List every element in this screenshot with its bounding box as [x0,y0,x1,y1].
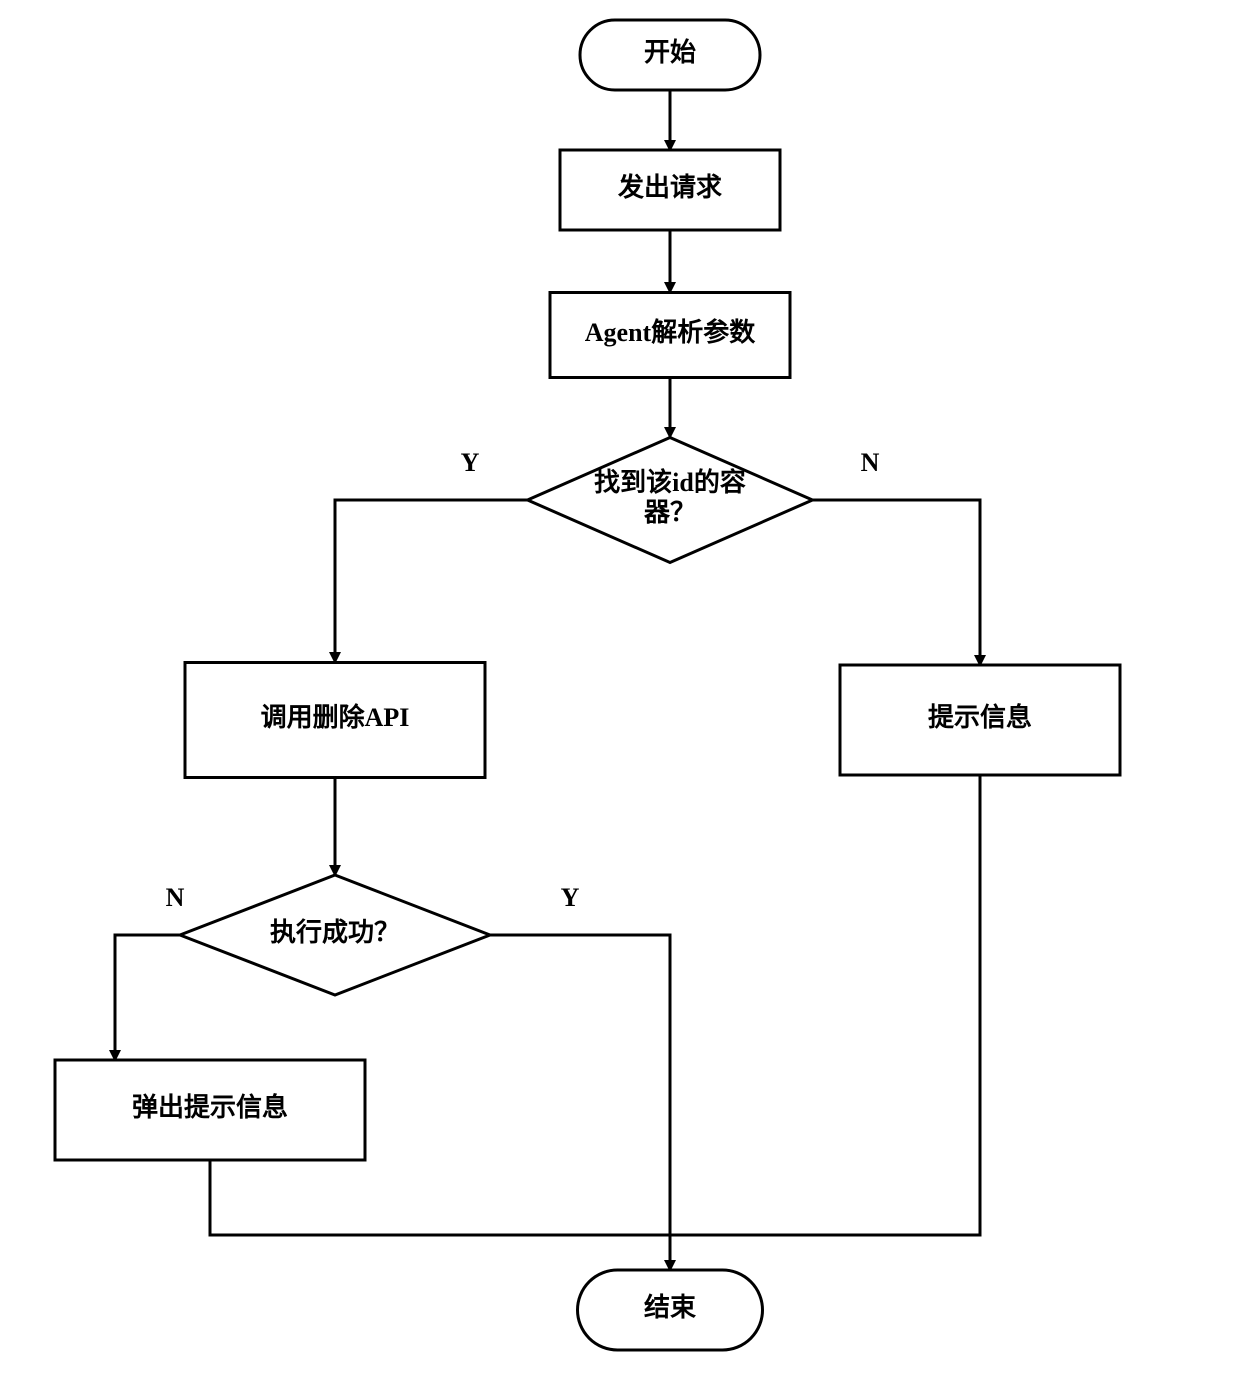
edge-label-success-popup: N [166,883,185,912]
node-label-tip: 提示信息 [928,702,1032,732]
node-label-end: 结束 [644,1292,697,1322]
edge-label-success-end: Y [561,883,580,912]
node-label-popup: 弹出提示信息 [132,1092,288,1122]
edge-label-find-delapi: Y [461,448,480,477]
flowchart: 开始发出请求 Agent解析参数找到该id的容器？ 调用删除API 提示信息执行成功？… [0,0,1240,1398]
edge-popup-end [210,1160,670,1235]
edge-success-popup [115,935,180,1060]
node-label-parse: Agent解析参数 [585,317,756,347]
node-label-start: 开始 [644,38,696,67]
edge-tip-end [670,775,980,1235]
edge-success-end [490,935,670,1270]
edge-find-delapi [335,500,527,662]
node-label-find: 找到该id的容 [594,467,746,497]
edge-find-tip [812,500,980,665]
node-label-request: 发出请求 [617,172,722,202]
node-label-find: 器？ [643,498,696,527]
node-label-delapi: 调用删除API [261,702,410,732]
node-label-success: 执行成功？ [270,917,400,947]
edge-label-find-tip: N [861,448,880,477]
